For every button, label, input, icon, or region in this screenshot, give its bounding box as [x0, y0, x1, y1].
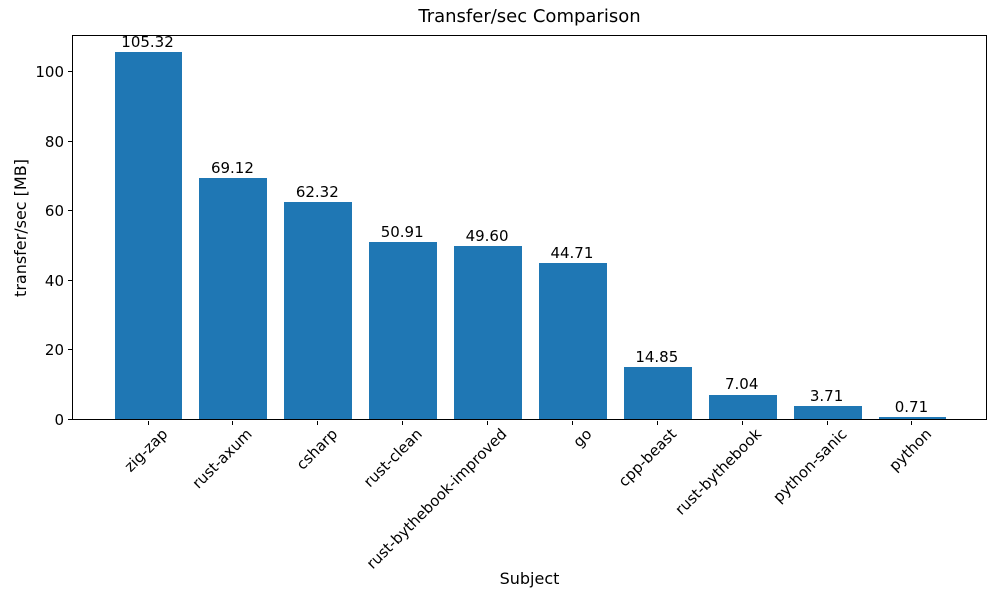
bar [708, 394, 777, 419]
plot-area [72, 35, 987, 420]
bar [623, 367, 692, 419]
y-tick-label: 0 [54, 411, 64, 429]
y-tick-mark [68, 419, 72, 420]
x-tick-label: rust-axum [189, 425, 257, 493]
bar [284, 202, 353, 419]
x-tick-label: rust-clean [360, 425, 426, 491]
bar-value-label: 62.32 [295, 183, 339, 202]
x-tick-mark [741, 421, 743, 425]
y-tick-mark [68, 210, 72, 212]
x-tick-label: cpp-beast [615, 425, 681, 491]
bar-value-label: 105.32 [121, 33, 174, 52]
bar [793, 406, 862, 419]
x-tick-mark [147, 421, 149, 425]
x-tick-label: zig-zap [120, 425, 172, 476]
bar [538, 263, 607, 419]
x-tick-mark [571, 421, 573, 425]
x-axis-label: Subject [499, 569, 560, 588]
x-tick-mark [402, 421, 404, 425]
bar-value-label: 50.91 [380, 222, 424, 241]
bar [878, 416, 947, 419]
bar [199, 178, 268, 419]
y-tick-mark [68, 70, 72, 72]
bar-value-label: 49.60 [465, 227, 509, 246]
bar [114, 52, 183, 419]
bar-value-label: 3.71 [809, 387, 844, 406]
bar [369, 241, 438, 419]
y-tick-label: 80 [44, 132, 64, 151]
x-tick-label: python [885, 425, 936, 475]
y-tick-label: 40 [44, 271, 64, 290]
x-tick-mark [656, 421, 658, 425]
x-tick-label: rust-bythebook-improved [363, 425, 511, 573]
bar-value-label: 69.12 [210, 159, 254, 178]
x-tick-mark [317, 421, 319, 425]
bar-value-label: 14.85 [635, 348, 679, 367]
x-tick-label: rust-bythebook [671, 425, 766, 519]
y-tick-mark [68, 279, 72, 281]
y-tick-label: 100 [35, 62, 64, 81]
x-tick-label: go [569, 425, 596, 451]
x-tick-mark [911, 421, 913, 425]
bar [454, 246, 522, 419]
bar-value-label: 0.71 [894, 397, 929, 416]
x-tick-label: csharp [292, 425, 342, 474]
y-tick-mark [68, 140, 72, 142]
x-tick-mark [232, 421, 234, 425]
x-tick-mark [487, 421, 489, 425]
y-tick-label: 20 [44, 341, 64, 360]
x-tick-mark [826, 421, 828, 425]
y-tick-mark [68, 349, 72, 351]
bar-value-label: 7.04 [724, 375, 759, 394]
x-tick-label: python-sanic [769, 425, 851, 507]
y-tick-label: 60 [44, 202, 64, 221]
chart-title: Transfer/sec Comparison [418, 6, 641, 27]
bar-value-label: 44.71 [550, 244, 594, 263]
